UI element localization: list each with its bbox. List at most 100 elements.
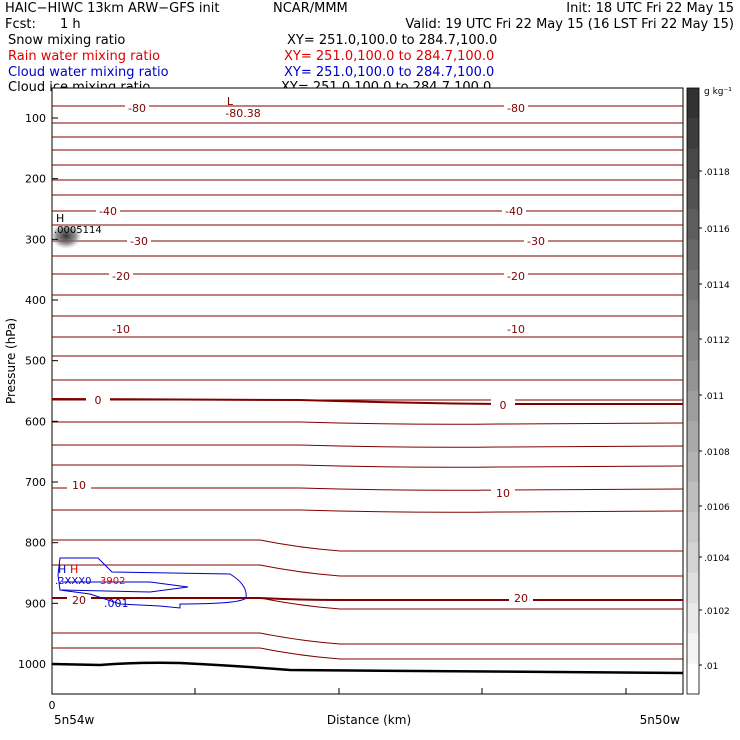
field-xy-cloudwater: XY= 251.0,100.0 to 284.7,100.0 [284, 65, 495, 80]
colorbar-tick-label: .0114 [704, 281, 730, 291]
rain-high-marker: H [70, 563, 78, 576]
y-tick-label: 700 [25, 476, 46, 489]
isotherm-line [52, 564, 683, 577]
x-axis-title: Distance (km) [327, 713, 411, 727]
colorbar-bin [687, 209, 699, 240]
low-value-bg [222, 107, 264, 119]
y-tick-label: 800 [25, 537, 46, 550]
isotherm-twenty-line [52, 597, 683, 601]
fcst-value: 1 h [60, 17, 81, 32]
isotherm-label-bg [524, 235, 548, 247]
isotherm-label: -80 [507, 102, 525, 115]
colorbar-tick-label: .0112 [704, 336, 730, 346]
isotherm-label-bg [504, 102, 528, 114]
field-xy-snow: XY= 251.0,100.0 to 284.7,100.0 [287, 33, 498, 48]
isotherm-label-bg [127, 235, 151, 247]
rain-high-value: 3902 [100, 576, 125, 587]
isotherm-line [52, 487, 684, 491]
snow-high-value: .0005114 [54, 225, 102, 236]
colorbar-bin [687, 512, 699, 543]
colorbar-bin [687, 330, 699, 362]
init-time: Init: 18 UTC Fri 22 May 15 [566, 1, 734, 16]
fcst-label: Fcst: [5, 17, 36, 32]
snow-high-marker: H [56, 212, 64, 225]
colorbar-tick-label: .011 [704, 392, 724, 402]
colorbar-frame [686, 87, 700, 695]
colorbar-bin [687, 663, 699, 695]
isotherm-label-bg [502, 205, 526, 217]
colorbar-bin [687, 148, 699, 180]
isotherm-label-bg [109, 270, 133, 282]
isotherm-label: 10 [72, 479, 86, 492]
isotherm-label-bg [86, 394, 110, 406]
isotherm-label: 10 [496, 487, 510, 500]
colorbar-bin [687, 391, 699, 422]
title-mid: NCAR/MMM [273, 1, 348, 16]
isotherm-label-bg [491, 399, 515, 411]
terrain-line [51, 661, 684, 675]
isotherm-label-bg [109, 323, 133, 335]
cloudwater-inner-contour [61, 581, 189, 593]
isotherm-label-bg [491, 487, 515, 499]
x-start-label: 5n54w [54, 713, 95, 727]
y-tick-label: 100 [25, 112, 46, 125]
isotherm-line [52, 421, 684, 425]
colorbar-bin [687, 239, 699, 271]
isotherm-label-bg [96, 205, 120, 217]
colorbar-tick-label: .0118 [704, 168, 730, 178]
y-tick-label: 500 [25, 355, 46, 368]
isotherm-line [52, 464, 684, 468]
colorbar-bin [687, 178, 699, 210]
field-name-rain: Rain water mixing ratio [8, 49, 161, 64]
colorbar-bin [687, 88, 699, 119]
y-tick-label: 300 [25, 233, 46, 246]
cloudwater-contour-label: .001 [104, 597, 129, 610]
isotherm-label: -10 [507, 323, 525, 336]
field-name-snow: Snow mixing ratio [8, 33, 126, 48]
colorbar-bin [687, 360, 699, 392]
isotherm-label: 20 [514, 592, 528, 605]
colorbar-tick-label: .0116 [704, 225, 730, 235]
isotherm-label: -40 [99, 205, 117, 218]
field-xy-rain: XY= 251.0,100.0 to 284.7,100.0 [284, 49, 495, 64]
colorbar-bin [687, 421, 699, 453]
y-tick-label: 400 [25, 294, 46, 307]
x-tick-label: 0 [49, 699, 56, 712]
y-tick-label: 200 [25, 173, 46, 186]
valid-time: Valid: 19 UTC Fri 22 May 15 (16 LST Fri … [405, 17, 734, 32]
isotherm-label: 0 [95, 394, 102, 407]
isotherm-label-bg [504, 323, 528, 335]
colorbar-bin [687, 118, 699, 150]
colorbar-tick-label: .0108 [704, 448, 730, 458]
isotherm-label: -20 [507, 270, 525, 283]
cloudwater-high-marker: H [58, 563, 66, 576]
cloudwater-contour [57, 557, 247, 609]
isotherm-line [52, 509, 684, 513]
plot-frame [51, 87, 684, 695]
field-name-cloudwater: Cloud water mixing ratio [8, 65, 169, 80]
colorbar-bin [687, 633, 699, 665]
colorbar-tick-label: .01 [704, 662, 718, 672]
isotherm-label: -30 [130, 235, 148, 248]
low-value: -80.38 [225, 107, 260, 120]
y-tick-label: 600 [25, 415, 46, 428]
isotherm-label: -80 [128, 102, 146, 115]
isotherm-line [52, 539, 683, 552]
isotherm-label-bg [504, 270, 528, 282]
isotherm-label: -10 [112, 323, 130, 336]
colorbar-bin [687, 542, 699, 574]
isotherm-line [52, 632, 683, 645]
title-left: HAIC−HIWC 13km ARW−GFS init [5, 1, 220, 16]
isotherm-label-bg [125, 102, 149, 114]
colorbar-tick-label: .0102 [704, 607, 730, 617]
colorbar-units: g kg⁻¹ [704, 87, 732, 97]
colorbar-bin [687, 572, 699, 604]
isotherm-label-bg [509, 592, 533, 604]
colorbar-tick-label: .0104 [704, 554, 730, 564]
isotherm-label-bg [67, 594, 91, 606]
isotherm-label: -20 [112, 270, 130, 283]
isotherm-label: -40 [505, 205, 523, 218]
x-end-label: 5n50w [640, 713, 681, 727]
y-tick-label: 900 [25, 597, 46, 610]
